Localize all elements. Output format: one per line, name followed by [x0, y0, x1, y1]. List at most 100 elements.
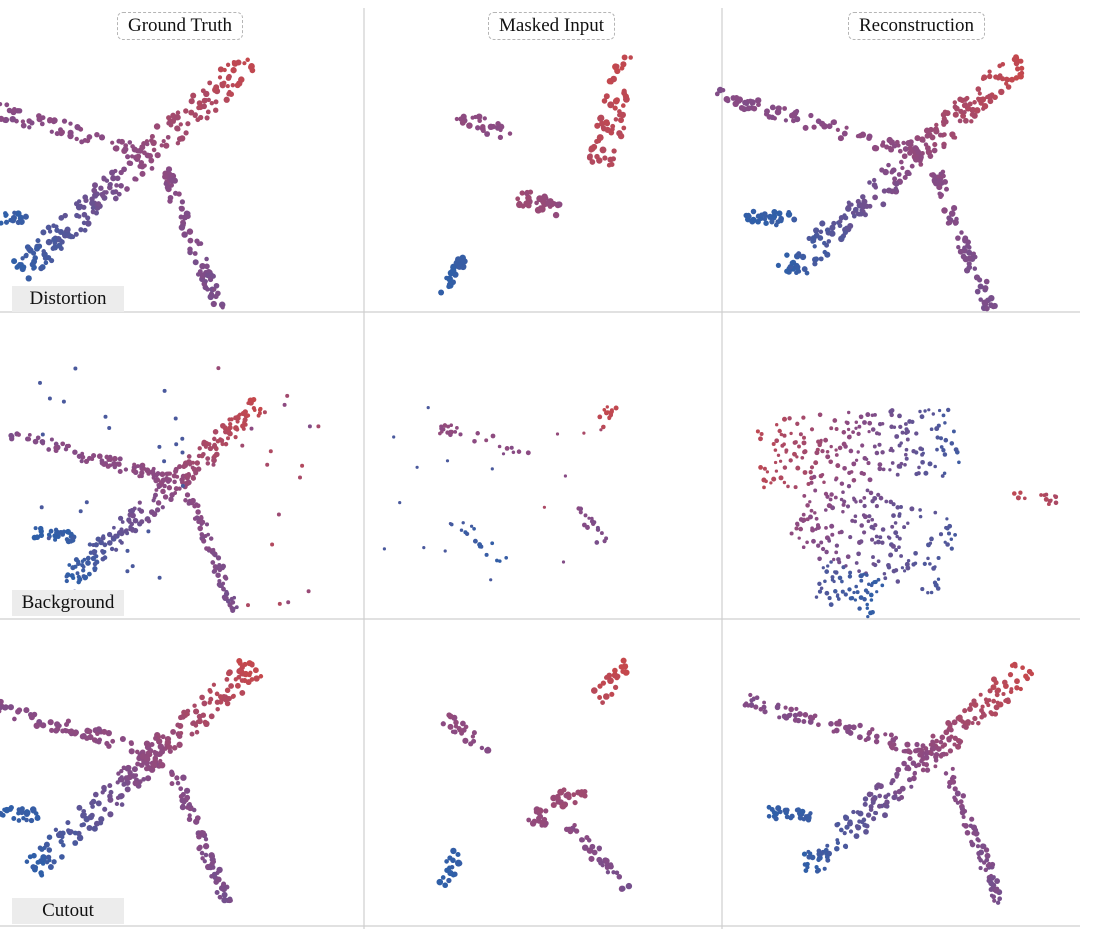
cloud-point — [990, 303, 997, 310]
cloud-point — [282, 402, 287, 407]
cloud-point — [46, 447, 52, 452]
cloud-point — [746, 703, 751, 708]
cloud-point — [871, 562, 876, 566]
cloud-point — [141, 776, 147, 782]
cloud-point — [808, 851, 813, 856]
cloud-point — [206, 532, 211, 537]
cloud-point — [813, 460, 819, 466]
cloud-point — [47, 719, 54, 726]
cloud-point — [219, 564, 226, 571]
cloud-point — [867, 582, 871, 587]
cloud-point — [842, 831, 847, 836]
cloud-point — [89, 200, 96, 207]
cloud-point — [815, 118, 822, 124]
cloud-point — [180, 803, 186, 808]
cloud-point — [1012, 491, 1017, 496]
cloud-point — [867, 514, 872, 519]
cloud-point — [901, 760, 907, 767]
cloud-point — [918, 747, 924, 753]
cloud-point — [981, 299, 988, 306]
cloud-point — [143, 759, 150, 767]
cloud-point — [139, 519, 145, 525]
cloud-point — [462, 737, 469, 744]
cloud-point — [117, 793, 124, 800]
cloud-point — [907, 749, 913, 755]
cloud-point — [24, 811, 30, 817]
cloud-point — [918, 154, 924, 160]
cloud-point — [941, 144, 947, 150]
cloud-point — [828, 497, 833, 502]
cloud-point — [270, 542, 275, 547]
cloud-point — [96, 739, 102, 745]
cloud-point — [459, 119, 466, 126]
cloud-point — [865, 412, 871, 418]
cloud-point — [18, 808, 25, 816]
cloud-point — [900, 566, 905, 570]
cloud-point — [751, 697, 756, 702]
cloud-point — [119, 735, 126, 743]
cloud-point — [246, 603, 250, 608]
cloud-point — [148, 157, 155, 164]
cloud-point — [552, 211, 560, 219]
cloud-point — [84, 500, 89, 505]
cloud-point — [889, 781, 894, 786]
cloud-point — [843, 592, 848, 597]
cloud-point — [228, 91, 235, 98]
cloud-point — [443, 549, 447, 553]
cloud-point — [107, 426, 112, 430]
cloud-point — [945, 720, 952, 726]
cloud-point — [755, 97, 762, 104]
cloud-point — [251, 405, 257, 411]
cloud-point — [111, 461, 117, 467]
cloud-point — [48, 528, 54, 534]
cloud-point — [829, 492, 834, 497]
cloud-point — [842, 465, 847, 471]
cloud-point — [105, 463, 111, 469]
cloud-point — [928, 541, 933, 545]
cloud-point — [115, 461, 120, 467]
panel-cutout-ground-truth — [0, 657, 264, 904]
cloud-point — [525, 194, 532, 202]
cloud-point — [750, 216, 757, 224]
cloud-point — [43, 841, 50, 848]
cloud-point — [894, 139, 900, 145]
cloud-point — [929, 172, 934, 177]
panel-distortion-ground-truth — [0, 57, 256, 310]
cloud-point — [995, 687, 1002, 694]
cloud-point — [49, 727, 55, 733]
cloud-point — [787, 416, 792, 421]
cloud-point — [886, 562, 891, 568]
cloud-point — [837, 135, 844, 142]
cloud-point — [987, 98, 994, 105]
cloud-point — [888, 552, 894, 558]
cloud-point — [106, 540, 113, 546]
cloud-point — [805, 503, 810, 508]
cloud-point — [176, 733, 183, 739]
cloud-point — [415, 465, 419, 469]
cloud-point — [187, 813, 192, 818]
cloud-point — [26, 245, 33, 253]
cloud-point — [123, 467, 129, 472]
cloud-point — [871, 555, 875, 560]
cloud-point — [807, 718, 814, 725]
cloud-point — [902, 174, 908, 181]
cloud-point — [855, 198, 861, 205]
cloud-point — [877, 793, 883, 799]
cloud-point — [933, 464, 937, 469]
cloud-point — [1046, 502, 1051, 507]
cloud-point — [35, 435, 41, 441]
cloud-point — [1018, 490, 1023, 495]
cloud-point — [75, 571, 80, 576]
cloud-point — [865, 812, 872, 818]
cloud-point — [130, 564, 135, 569]
cloud-point — [182, 232, 188, 238]
cloud-point — [121, 781, 127, 787]
cloud-point — [946, 407, 951, 413]
cloud-point — [618, 117, 624, 124]
cloud-point — [178, 214, 184, 220]
cloud-point — [975, 844, 981, 849]
cloud-point — [864, 573, 869, 577]
cloud-point — [956, 245, 961, 250]
cloud-point — [599, 531, 604, 536]
cloud-point — [764, 108, 770, 115]
